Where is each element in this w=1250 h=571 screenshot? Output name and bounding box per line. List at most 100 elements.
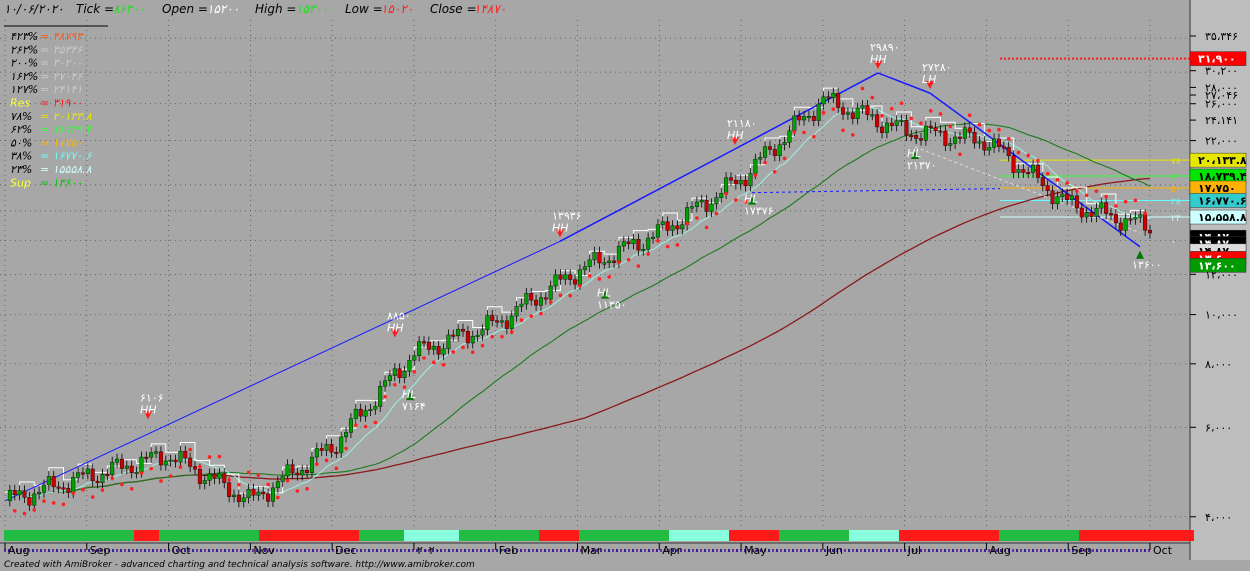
signal-tick [680,549,682,552]
candle-body [236,494,241,502]
legend-value: = ۱۶۷۷۰.۶ [40,150,93,163]
x-tick-label: Oct [172,544,192,557]
signal-tick [876,549,878,552]
signal-tick [140,549,142,552]
candle-body [1089,212,1094,217]
y-tick-label: ۳۰،۲۰۰ [1205,65,1238,78]
sar-dot [792,130,797,134]
candle-body [738,180,743,185]
candle-body [680,224,685,230]
candle-body [188,457,193,467]
candle-body [256,491,261,496]
signal-tick [52,549,54,552]
candle-body [962,127,967,139]
signal-tick [908,549,910,552]
signal-tick [1044,549,1046,552]
signal-tick [4,549,6,552]
candle-body [202,480,207,484]
candle-body [66,488,71,493]
candle-body [1094,207,1099,217]
signal-tick [696,549,698,552]
signal-tick [60,549,62,552]
candle-body [261,491,266,495]
signal-tick [212,549,214,552]
candle-body [1128,218,1133,221]
signal-tick [204,549,206,552]
signal-tick [488,549,490,552]
pivot-arrow [874,60,882,69]
signal-tick [100,549,102,552]
candle-body [217,473,222,479]
sar-dot [850,133,855,137]
signal-tick [1132,549,1134,552]
candle-body [1143,214,1148,231]
signal-tick [984,549,986,552]
candle-body [124,465,129,469]
sar-dot [558,293,563,298]
signal-tick [1068,549,1070,552]
candle-body [490,315,495,321]
signal-tick [704,549,706,552]
signal-tick [180,549,182,552]
signal-tick [788,549,790,552]
signal-tick [572,549,574,552]
signal-tick [964,549,966,552]
trend-bar-segment [669,530,729,541]
candle-body [553,274,558,287]
candle-body [782,142,787,146]
legend-value: = ۲۴۱۴۱ [40,83,82,96]
signal-tick [820,549,822,552]
legend-value: = ۱۷۷۵۰ [40,136,82,149]
signal-tick [652,549,654,552]
sar-dot [344,446,348,451]
signal-tick [92,549,94,552]
candle-body [987,147,992,151]
signal-tick [636,549,638,552]
candle-body [115,458,120,463]
signal-tick [532,549,534,552]
signal-tick [1000,549,1002,552]
level-percent-label: ۶۲ [1171,173,1181,183]
legend-label: ۶۲% [10,123,32,136]
candle-body [392,368,397,376]
level-percent-label: ۷۸ [1171,157,1181,167]
candle-body [1001,146,1006,149]
signal-tick [104,549,106,552]
pivot-price: ۱۳۶۰۰ [1132,259,1162,272]
candle-body [193,466,198,470]
candle-body [855,107,860,120]
candle-body [334,451,339,454]
signal-tick [968,549,970,552]
pivot-arrow [144,411,152,420]
signal-tick [128,549,130,552]
candle-body [621,241,626,247]
sar-dot [295,489,300,493]
signal-tick [900,549,902,552]
moving-average-mid [4,122,1151,502]
candle-body [919,138,924,141]
candle-body [1035,164,1040,178]
signal-tick [644,549,646,552]
candle-body [826,96,831,99]
level-box-text: ۳۱،۹۰۰ [1198,53,1236,66]
sar-dot [1133,198,1138,203]
signal-tick [348,549,350,552]
signal-tick [1060,549,1062,552]
candle-body [914,135,919,139]
signal-tick [648,549,650,552]
legend-label: ۲۶۲% [10,43,38,56]
signal-tick [296,549,298,552]
candle-body [646,237,651,250]
candle-body [378,385,383,407]
signal-tick [700,549,702,552]
sar-dot [889,106,894,111]
signal-tick [492,549,494,552]
candle-body [767,146,772,150]
signal-tick [1120,549,1122,552]
level-box-text: ۱۸،۷۳۹.۴ [1198,170,1247,183]
signal-tick [1128,549,1130,552]
signal-tick [836,549,838,552]
signal-tick [476,549,478,552]
